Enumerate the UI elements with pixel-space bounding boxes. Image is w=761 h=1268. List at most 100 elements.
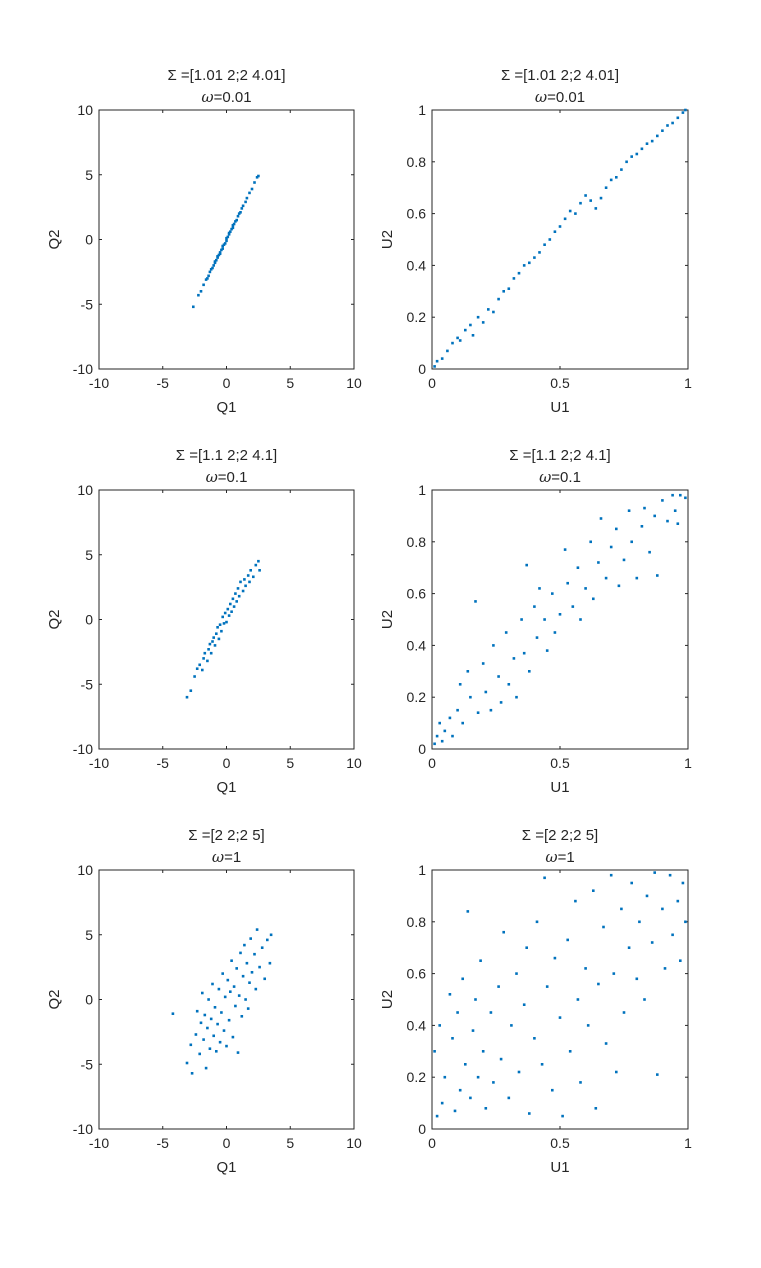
scatter-point (243, 578, 246, 581)
scatter-point (589, 540, 592, 544)
scatter-point (239, 580, 242, 584)
scatter-point (466, 670, 470, 673)
scatter-point (250, 187, 254, 191)
scatter-point (586, 1024, 590, 1027)
x-tick-label: 0 (223, 1135, 231, 1151)
scatter-panel-u-row1: Σ =[1.01 2;2 4.01] ω=0.01 0 0.5 1 0 0.2 0.4 0.6 0… (379, 67, 692, 416)
scatter-point (209, 1017, 213, 1021)
scatter-point (208, 270, 212, 274)
y-tick-label: 0.6 (407, 206, 427, 222)
scatter-point (635, 576, 639, 580)
y-tick-label: -5 (81, 676, 94, 692)
scatter-point (217, 987, 221, 991)
scatter-point (216, 1022, 219, 1026)
scatter-point (528, 261, 531, 265)
chart-subtitle: ω=1 (212, 848, 241, 866)
scatter-point (218, 623, 222, 626)
scatter-point (535, 636, 539, 639)
scatter-point (213, 1006, 217, 1009)
x-axis-label: Q1 (216, 399, 236, 416)
scatter-point (203, 651, 207, 655)
scatter-point (185, 695, 189, 699)
scatter-point (576, 566, 580, 569)
x-tick-label: -5 (157, 755, 170, 771)
y-tick-label: -10 (73, 361, 93, 377)
scatter-point (446, 349, 449, 353)
scatter-point (563, 217, 567, 221)
chart-title: Σ =[2 2;2 5] (522, 827, 598, 844)
x-axis-label: U1 (550, 1159, 569, 1176)
scatter-point (237, 994, 241, 997)
x-tick-label: -10 (89, 375, 109, 391)
scatter-point (236, 587, 240, 590)
scatter-point (525, 946, 528, 949)
scatter-point (676, 899, 680, 903)
scatter-point (226, 978, 230, 982)
scatter-point (207, 998, 210, 1001)
scatter-point (236, 214, 240, 218)
scatter-point (255, 928, 259, 931)
y-tick-label: 5 (85, 927, 93, 943)
scatter-point (671, 493, 674, 497)
scatter-point (576, 998, 580, 1001)
scatter-point (453, 1109, 457, 1113)
scatter-point (548, 238, 552, 241)
scatter-point (620, 168, 623, 171)
scatter-point (474, 998, 477, 1001)
scatter-point (443, 1075, 447, 1079)
scatter-point (597, 561, 600, 564)
scatter-point (543, 876, 546, 880)
x-tick-label: -10 (89, 1135, 109, 1151)
scatter-point (592, 889, 595, 892)
scatter-point (451, 1037, 454, 1040)
scatter-point (604, 186, 608, 189)
x-tick-label: -10 (89, 755, 109, 771)
scatter-point (235, 600, 238, 603)
scatter-point (248, 981, 251, 984)
scatter-point (248, 191, 251, 195)
scatter-point (671, 933, 674, 937)
scatter-point (198, 1052, 201, 1056)
scatter-point (543, 618, 546, 621)
scatter-point (239, 211, 242, 214)
scatter-point (225, 239, 228, 243)
x-tick-label: 5 (286, 755, 294, 771)
scatter-point (684, 496, 687, 500)
scatter-point (538, 251, 541, 254)
scatter-point (185, 1061, 189, 1065)
scatter-point (684, 920, 687, 924)
scatter-point (551, 592, 554, 595)
omega-symbol: ω (545, 848, 557, 866)
scatter-point (543, 243, 546, 246)
y-tick-label: 1 (418, 862, 426, 878)
y-tick-label: 0.2 (407, 689, 427, 705)
scatter-point (216, 626, 219, 629)
scatter-point (215, 632, 218, 635)
scatter-point (266, 938, 269, 942)
scatter-point (517, 1070, 521, 1074)
y-tick-label: 5 (85, 167, 93, 183)
scatter-point (684, 108, 687, 112)
scatter-point (435, 1114, 439, 1118)
scatter-point (258, 965, 261, 969)
y-tick-label: 0.8 (407, 534, 427, 550)
scatter-point (225, 620, 228, 624)
y-axis-label: U2 (379, 990, 396, 1009)
chart-title: Σ =[1.1 2;2 4.1] (176, 447, 277, 464)
scatter-point (492, 644, 495, 647)
scatter-point (195, 667, 199, 670)
scatter-point (584, 194, 587, 197)
scatter-point (201, 991, 204, 995)
scatter-point (599, 196, 603, 200)
chart-subtitle: ω=0.01 (535, 88, 585, 106)
y-tick-label: 0 (418, 361, 426, 377)
scatter-point (479, 959, 482, 962)
scatter-point (584, 967, 587, 970)
scatter-point (679, 493, 682, 497)
scatter-point (666, 124, 669, 127)
scatter-point (507, 287, 511, 290)
scatter-point (520, 618, 523, 621)
scatter-point (263, 977, 266, 981)
y-tick-label: 0.4 (407, 1017, 427, 1033)
